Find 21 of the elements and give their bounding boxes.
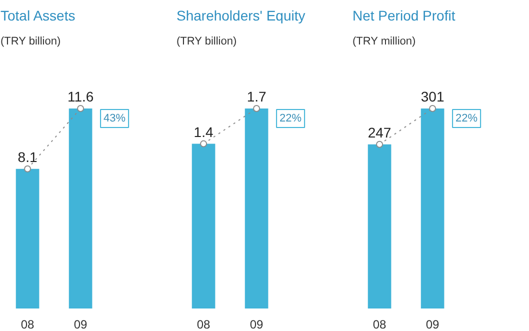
chart-title: Total Assets — [0, 8, 76, 24]
data-label: 1.4 — [194, 124, 214, 140]
x-tick-label: 08 — [372, 318, 387, 331]
annotation: 43% — [104, 112, 126, 124]
annotation: 22% — [280, 112, 302, 124]
x-tick-label: 09 — [426, 318, 440, 331]
x-tick-label: 09 — [250, 318, 264, 331]
data-label: 8.1 — [18, 148, 38, 165]
data-label: 247 — [368, 124, 392, 140]
chart-subtitle: (TRY billion) — [176, 36, 237, 48]
annotation: 22% — [456, 112, 478, 124]
chart-subtitle: (TRY million) — [352, 36, 416, 48]
chart-subtitle: (TRY billion) — [0, 36, 61, 48]
data-label: 1.7 — [246, 88, 266, 104]
data-label: 11.6 — [67, 88, 94, 104]
x-tick-label: 09 — [74, 318, 88, 331]
x-tick-label: 08 — [20, 318, 35, 331]
x-tick-label: 08 — [196, 318, 211, 331]
data-label: 301 — [420, 88, 444, 104]
chart-title: Shareholders' Equity — [176, 8, 306, 24]
chart-title: Net Period Profit — [352, 8, 456, 24]
